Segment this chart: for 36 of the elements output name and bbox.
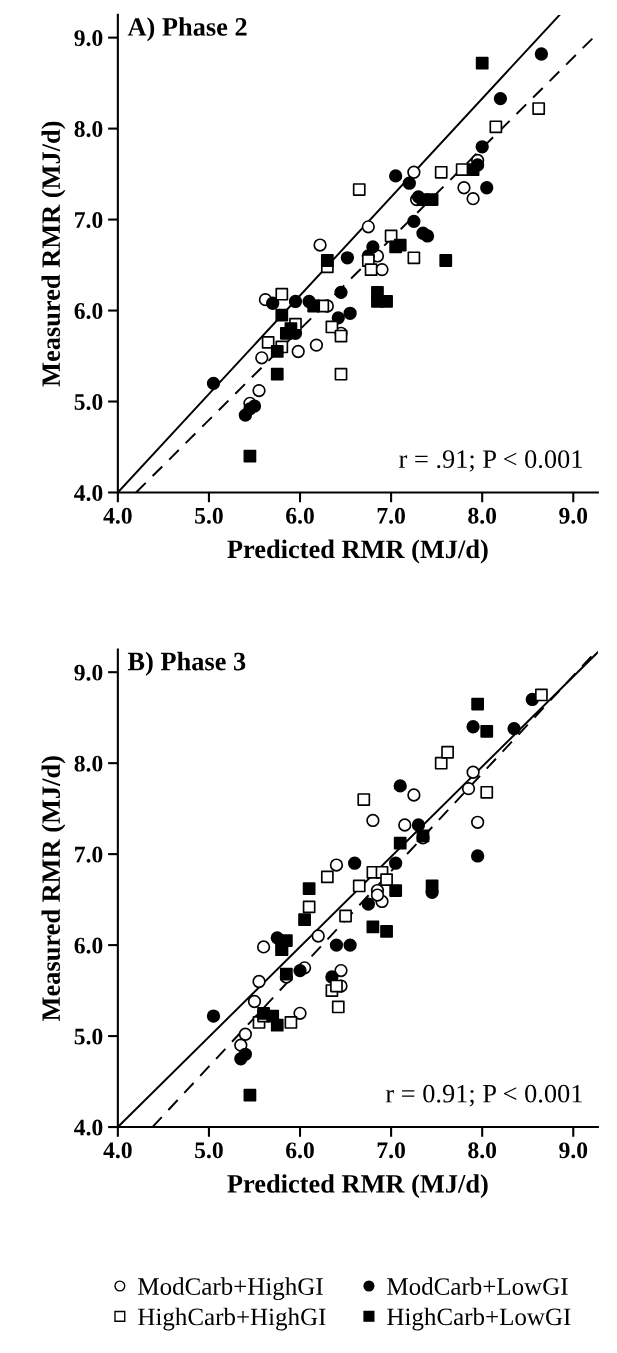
- x-tick-label: 4.0: [103, 1142, 132, 1159]
- x-tick-label: 5.0: [195, 507, 223, 524]
- y-tick-label: 9.0: [74, 664, 103, 681]
- y-tick-label: 7.0: [75, 846, 103, 863]
- annotation: r = 0.91; P < 0.001: [385, 1084, 582, 1107]
- chart-title: B) Phase 3: [127, 651, 246, 676]
- x-tick-label: 9.0: [559, 1142, 588, 1159]
- y-axis-title: Measured RMR (MJ/d): [41, 121, 66, 387]
- legend-label: HighCarb+HighGI: [138, 1307, 326, 1331]
- x-tick-label: 8.0: [468, 1142, 497, 1159]
- y-tick-label: 9.0: [74, 30, 103, 47]
- x-tick-label: 9.0: [559, 507, 588, 524]
- y-tick-label: 7.0: [75, 212, 103, 229]
- legend-label: HighCarb+LowGI: [387, 1307, 571, 1331]
- x-tick-label: 7.0: [377, 507, 405, 524]
- x-tick-label: 6.0: [286, 507, 314, 524]
- x-axis-title: Predicted RMR (MJ/d): [227, 539, 488, 564]
- x-tick-label: 8.0: [468, 507, 497, 524]
- y-tick-label: 8.0: [74, 121, 103, 138]
- legend-label: ModCarb+HighGI: [138, 1277, 323, 1301]
- y-tick-label: 6.0: [74, 303, 103, 320]
- x-axis-title: Predicted RMR (MJ/d): [227, 1174, 488, 1199]
- x-tick-label: 4.0: [103, 507, 132, 524]
- x-tick-label: 5.0: [195, 1142, 223, 1159]
- y-tick-label: 5.0: [74, 1028, 103, 1045]
- y-tick-label: 4.0: [74, 484, 103, 502]
- legend-label: ModCarb+LowGI: [387, 1277, 568, 1295]
- annotation: r = .91; P < 0.001: [399, 450, 582, 472]
- y-tick-label: 4.0: [74, 1119, 103, 1136]
- x-tick-label: 7.0: [377, 1142, 405, 1159]
- y-tick-label: 8.0: [74, 755, 103, 772]
- y-tick-label: 5.0: [74, 394, 103, 411]
- y-tick-label: 6.0: [74, 937, 103, 954]
- y-axis-title: Measured RMR (MJ/d): [41, 756, 66, 1021]
- chart-title: A) Phase 2: [127, 17, 247, 42]
- x-tick-label: 6.0: [286, 1142, 314, 1159]
